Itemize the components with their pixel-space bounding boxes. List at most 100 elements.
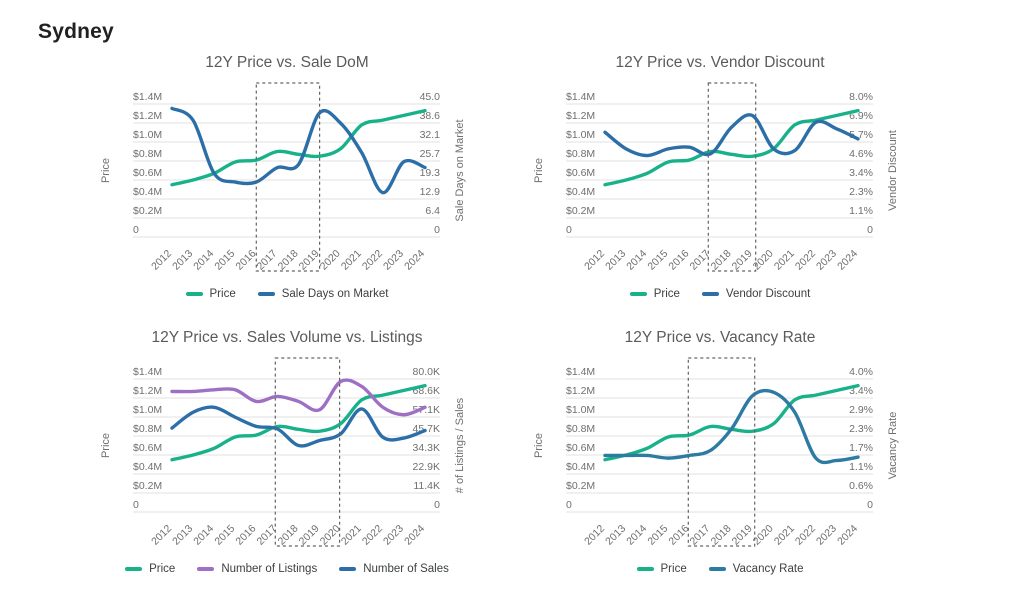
right-axis-tick-label: 0.6% xyxy=(849,480,873,492)
right-axis-tick-label: 3.4% xyxy=(849,167,873,179)
left-axis-tick-label: $0.6M xyxy=(133,442,162,454)
left-axis-tick-label: $0.2M xyxy=(566,480,595,492)
left-axis-title: Price xyxy=(533,158,545,183)
right-axis-tick-label: 0 xyxy=(434,499,440,511)
legend-swatch-icon xyxy=(125,567,143,571)
right-axis-tick-label: 45.0 xyxy=(420,91,441,103)
left-axis-tick-label: $1.4M xyxy=(133,91,162,103)
series-line-number-of-sales xyxy=(170,405,427,448)
right-axis-tick-label: 4.6% xyxy=(849,148,873,160)
right-axis-tick-label: 1.1% xyxy=(849,461,873,473)
x-axis-year-label: 2014 xyxy=(624,523,649,548)
left-axis-tick-label: $1.2M xyxy=(566,385,595,397)
x-axis-year-label: 2024 xyxy=(835,523,860,548)
right-axis-title: Sale Days on Market xyxy=(454,119,466,221)
x-axis-year-label: 2021 xyxy=(339,248,364,273)
left-axis-tick-label: $0.4M xyxy=(133,461,162,473)
right-axis-tick-label: 25.7 xyxy=(420,148,441,160)
x-axis-year-label: 2024 xyxy=(402,523,427,548)
x-axis-year-label: 2012 xyxy=(149,523,174,548)
x-axis-year-label: 2023 xyxy=(381,523,406,548)
right-axis-tick-label: 2.3% xyxy=(849,423,873,435)
legend-label: Price xyxy=(653,288,680,300)
left-axis-title: Price xyxy=(100,158,112,183)
legend-item-price[interactable]: Price xyxy=(629,288,680,300)
highlight-region-box xyxy=(274,357,341,547)
chart-price-vs-sales-listings: 12Y Price vs. Sales Volume vs. Listings $… xyxy=(95,327,495,599)
legend-item-vendor-discount[interactable]: Vendor Discount xyxy=(701,288,810,300)
x-axis-year-label: 2022 xyxy=(793,248,818,273)
left-axis-tick-label: $1.0M xyxy=(566,129,595,141)
chart-legend: Price Vendor Discount xyxy=(528,288,928,300)
right-axis-tick-label: 80.0K xyxy=(413,366,440,378)
chart-price-vs-vacancy-rate: 12Y Price vs. Vacancy Rate $1.4M 4.0% $1.2M… xyxy=(528,327,928,599)
chart-title: 12Y Price vs. Sales Volume vs. Listings xyxy=(151,329,423,346)
right-axis-tick-label: 22.9K xyxy=(413,461,440,473)
legend-item-price[interactable]: Price xyxy=(636,563,687,575)
chart-plot-area: $1.4M 45.0 $1.2M 38.6 $1.0M 32.1 $0.8M 25.7 $0.6… xyxy=(100,82,466,273)
legend-label: Sale Days on Market xyxy=(281,288,389,300)
left-axis-tick-label: $0.4M xyxy=(566,186,595,198)
right-axis-tick-label: 0 xyxy=(434,224,440,236)
x-axis-year-label: 2015 xyxy=(645,248,670,273)
x-axis-year-label: 2023 xyxy=(381,248,406,273)
x-axis-year-label: 2019 xyxy=(297,248,322,273)
right-axis-title: Vendor Discount xyxy=(887,130,899,211)
x-axis-year-label: 2022 xyxy=(793,523,818,548)
series-line-price xyxy=(170,383,427,462)
left-axis-tick-label: $1.0M xyxy=(133,404,162,416)
page-title: Sydney xyxy=(38,20,114,43)
highlight-region-box xyxy=(707,82,757,272)
legend-item-number-of-listings[interactable]: Number of Listings xyxy=(197,563,317,575)
right-axis-tick-label: 11.4K xyxy=(413,480,440,492)
x-axis-year-label: 2017 xyxy=(688,523,713,548)
chart-price-vs-sale-dom: 12Y Price vs. Sale DoM $1.4M 45.0 $1.2M 38.6… xyxy=(95,52,495,324)
right-axis-tick-label: 0 xyxy=(867,224,873,236)
legend-item-sale-days-on-market[interactable]: Sale Days on Market xyxy=(257,288,389,300)
chart-plot-area: $1.4M 8.0%$1.2M 6.9%$1.0M 5.7%$0.8M 4.6%$0.6… xyxy=(533,82,899,273)
chart-title: 12Y Price vs. Sale DoM xyxy=(205,54,369,71)
left-axis-tick-label: $0.8M xyxy=(133,148,162,160)
x-axis-year-label: 2018 xyxy=(709,523,734,548)
left-axis-tick-label: 0 xyxy=(133,224,139,236)
left-axis-tick-label: $1.4M xyxy=(133,366,162,378)
left-axis-tick-label: $0.4M xyxy=(566,461,595,473)
x-axis-year-label: 2021 xyxy=(772,523,797,548)
chart-title: 12Y Price vs. Vacancy Rate xyxy=(624,329,816,346)
legend-label: Vacancy Rate xyxy=(732,563,804,575)
x-axis-year-label: 2013 xyxy=(603,248,628,273)
legend-swatch-icon xyxy=(636,567,654,571)
left-axis-tick-label: $1.2M xyxy=(566,110,595,122)
left-axis-tick-label: $1.2M xyxy=(133,110,162,122)
x-axis-year-label: 2015 xyxy=(645,523,670,548)
legend-item-price[interactable]: Price xyxy=(185,288,236,300)
left-axis-title: Price xyxy=(533,433,545,458)
right-axis-tick-label: 1.7% xyxy=(849,442,873,454)
x-axis-year-label: 2013 xyxy=(170,523,195,548)
series-line-price xyxy=(170,108,427,187)
x-axis-year-label: 2023 xyxy=(814,523,839,548)
x-axis-year-label: 2020 xyxy=(751,248,776,273)
series-line-price xyxy=(603,108,860,187)
x-axis-year-label: 2022 xyxy=(360,523,385,548)
legend-item-price[interactable]: Price xyxy=(125,563,175,575)
legend-label: Number of Listings xyxy=(221,563,318,575)
left-axis-title: Price xyxy=(100,433,112,458)
series-line-price xyxy=(603,383,860,462)
x-axis-year-label: 2014 xyxy=(191,248,216,273)
left-axis-tick-label: $1.0M xyxy=(566,404,595,416)
left-axis-tick-label: $0.8M xyxy=(566,423,595,435)
right-axis-tick-label: 4.0% xyxy=(849,366,873,378)
legend-item-number-of-sales[interactable]: Number of Sales xyxy=(339,563,449,575)
left-axis-tick-label: $0.2M xyxy=(566,205,595,217)
legend-label: Price xyxy=(209,288,236,300)
chart-plot-area: $1.4M 80.0K$1.2M 68.6K$1.0M 57.1K$0.8M 45.7K… xyxy=(100,357,466,548)
x-axis-year-label: 2017 xyxy=(255,248,280,273)
legend-item-vacancy-rate[interactable]: Vacancy Rate xyxy=(708,563,804,575)
legend-swatch-icon xyxy=(701,292,719,296)
left-axis-tick-label: $0.8M xyxy=(566,148,595,160)
left-axis-tick-label: 0 xyxy=(566,499,572,511)
x-axis-year-label: 2023 xyxy=(814,248,839,273)
right-axis-tick-label: 0 xyxy=(867,499,873,511)
